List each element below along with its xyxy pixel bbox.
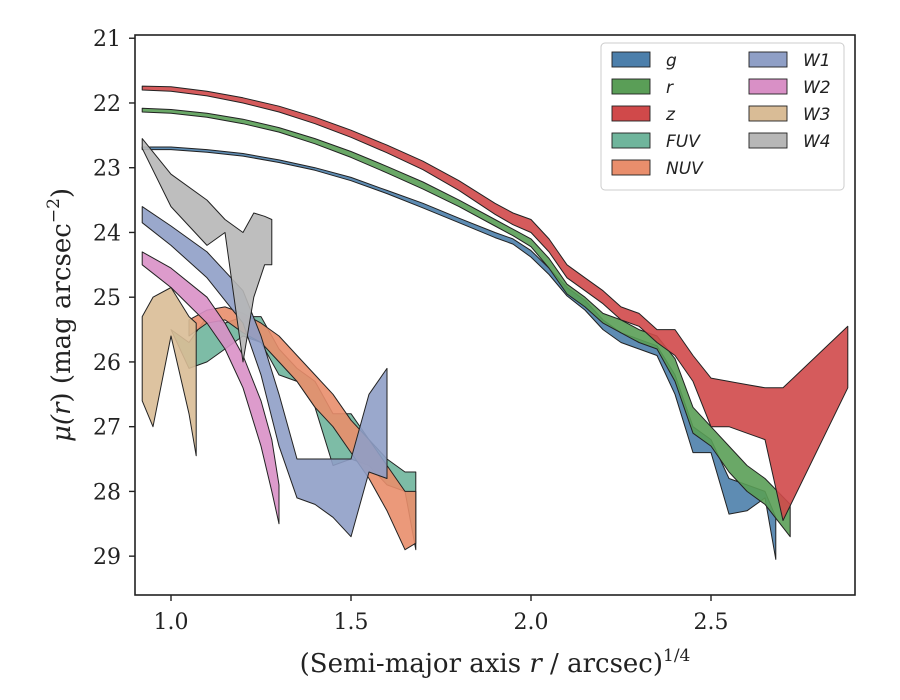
legend-swatch: [748, 51, 788, 68]
legend-item-w2: W2: [748, 78, 831, 98]
y-tick-label: 26: [93, 351, 121, 376]
legend-swatch: [748, 78, 788, 95]
y-tick-label: 24: [93, 221, 121, 246]
x-tick-label: 1.0: [154, 610, 189, 635]
series-band-w3: [141, 287, 197, 457]
legend-label: g: [666, 51, 677, 71]
x-tick-label: 2.0: [514, 610, 549, 635]
series-layer: [141, 85, 849, 560]
legend-item-z: z: [611, 105, 676, 125]
series-band-g: [141, 146, 777, 560]
y-tick-label: 27: [93, 416, 121, 441]
y-tick-label: 28: [93, 480, 121, 505]
legend-label: W4: [803, 132, 831, 152]
legend-item-fuv: FUV: [611, 132, 701, 152]
y-tick-label: 29: [93, 545, 121, 570]
legend-swatch: [611, 132, 651, 149]
legend-swatch: [611, 159, 651, 176]
legend-swatch: [748, 132, 788, 149]
x-tick-label: 2.5: [694, 610, 729, 635]
y-tick-label: 22: [93, 92, 121, 117]
x-tick-label: 1.5: [334, 610, 369, 635]
legend-swatch: [611, 78, 651, 95]
legend-swatch: [748, 105, 788, 122]
legend-swatch: [611, 51, 651, 68]
legend-label: W3: [803, 105, 831, 125]
legend-label: z: [665, 105, 676, 125]
series-band-z: [141, 85, 849, 521]
legend-item-nuv: NUV: [611, 159, 704, 179]
series-band-r: [141, 107, 791, 538]
legend-label: r: [666, 78, 674, 98]
legend-swatch: [611, 105, 651, 122]
series-band-w4: [141, 138, 273, 363]
legend-label: FUV: [666, 132, 701, 152]
legend: grz FUV NUV W1 W2 W3 W4: [600, 42, 845, 191]
legend-label: W1: [803, 51, 831, 71]
y-tick-label: 23: [93, 157, 121, 182]
plot-frame: [134, 34, 856, 596]
legend-label: NUV: [666, 159, 704, 179]
legend-item-w4: W4: [748, 132, 831, 152]
series-band-w2: [141, 251, 280, 525]
legend-item-w1: W1: [748, 51, 831, 71]
y-tick-label: 21: [93, 27, 121, 52]
legend-item-w3: W3: [748, 105, 831, 125]
legend-label: W2: [803, 78, 831, 98]
legend-item-r: r: [611, 78, 674, 98]
legend-item-g: g: [611, 51, 677, 71]
y-tick-label: 25: [93, 286, 121, 311]
y-axis-label: μ(r) (mag arcsec−2): [44, 188, 77, 442]
axes-layer: 1.0 1.5 2.0 2.5 21 22 23 24 25 26 27 28 29: [93, 27, 729, 635]
x-axis-label: (Semi-major axis r / arcsec)1/4: [300, 646, 691, 679]
